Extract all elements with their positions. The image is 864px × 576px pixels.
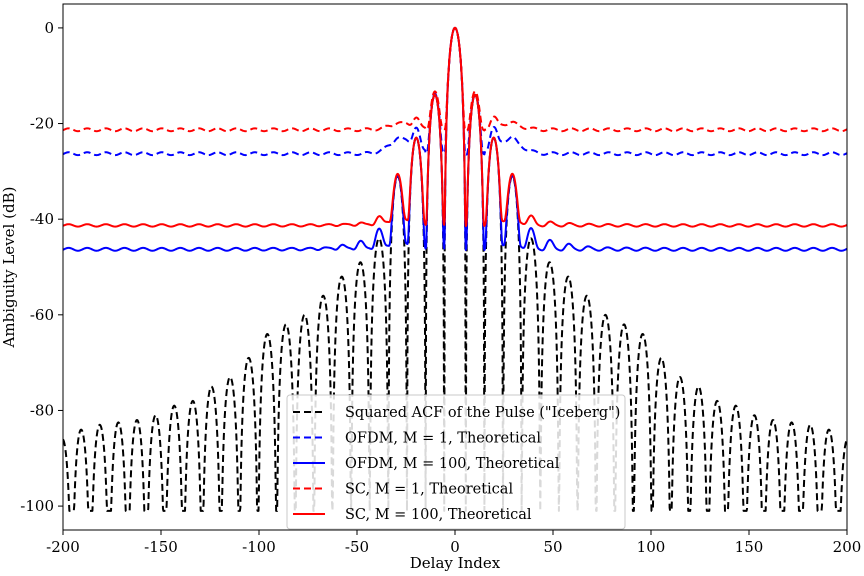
legend: Squared ACF of the Pulse ("Iceberg") OFDM… [286,394,626,530]
legend-label: OFDM, M = 100, Theoretical [345,456,560,472]
x-tick-label: -100 [242,538,276,556]
series-layer [63,26,847,512]
legend-label: SC, M = 100, Theoretical [345,507,532,523]
ofdm-m100-series-line [63,26,847,252]
x-tick-label: 100 [637,538,666,556]
y-tick-label: -20 [30,115,54,133]
y-tick-label: -100 [20,497,54,515]
y-tick-label: -40 [30,210,54,228]
x-tick-label: 150 [735,538,764,556]
x-tick-label: 50 [543,538,562,556]
y-axis-label: Ambiguity Level (dB) [0,187,18,349]
x-tick-label: 0 [450,538,460,556]
sc-m1-series-line [63,26,847,133]
legend-box [286,394,626,530]
x-tick-label: -150 [144,538,178,556]
sc-m100-series-line [63,26,847,228]
x-axis-label: Delay Index [410,554,501,572]
y-tick-label: -60 [30,306,54,324]
x-tick-label: -200 [46,538,80,556]
legend-label: SC, M = 1, Theoretical [345,482,513,498]
x-tick-label: 200 [833,538,862,556]
x-axis: -200 -150 -100 -50 0 50 100 150 200 [46,530,861,556]
x-tick-label: -50 [345,538,369,556]
y-tick-label: -80 [30,401,54,419]
y-tick-label: 0 [44,19,54,37]
y-axis: 0 -20 -40 -60 -80 -100 [20,19,63,515]
legend-label: Squared ACF of the Pulse ("Iceberg") [345,405,620,421]
ofdm-m1-series-line [63,26,847,157]
legend-label: OFDM, M = 1, Theoretical [345,431,541,447]
